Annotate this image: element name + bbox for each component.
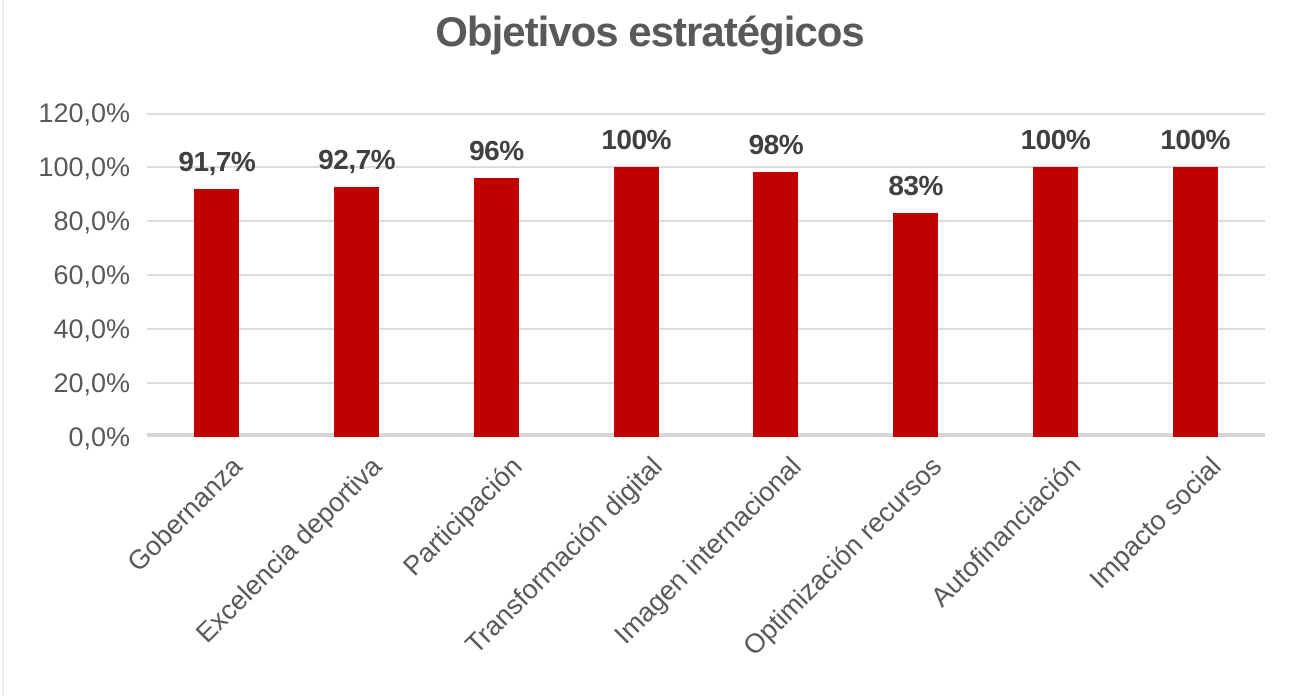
x-axis-line — [147, 433, 1265, 437]
y-axis-tick-label: 60,0% — [53, 260, 130, 290]
bar-value-label: 100% — [1020, 124, 1091, 155]
gridline — [147, 274, 1265, 276]
bar-value-label: 91,7% — [178, 146, 256, 178]
bar-value-label: 92,7% — [318, 143, 396, 175]
y-axis-tick-label: 20,0% — [53, 368, 130, 398]
gridline — [147, 328, 1265, 330]
bar — [1172, 167, 1218, 437]
bar — [893, 212, 939, 437]
gridline — [147, 113, 1265, 115]
y-axis-tick-label: 40,0% — [53, 314, 130, 344]
x-axis-label: Autofinanciación — [925, 451, 1087, 613]
bar — [753, 172, 799, 437]
bar-value-label: 100% — [1160, 124, 1230, 155]
bar-value-label: 100% — [601, 124, 671, 155]
y-axis-tick-label: 80,0% — [53, 206, 130, 236]
bar-value-label: 83% — [888, 169, 943, 201]
x-axis-label: Participación — [397, 451, 528, 582]
bar — [194, 189, 240, 437]
left-edge-line — [2, 0, 4, 696]
x-axis-label: Gobernanza — [121, 451, 249, 578]
x-axis-label: Impacto social — [1083, 451, 1227, 595]
bar — [334, 186, 380, 437]
bar — [473, 177, 519, 437]
gridline — [147, 220, 1265, 222]
chart-title: Objetivos estratégicos — [435, 8, 865, 55]
y-axis-tick-label: 0,0% — [68, 422, 130, 452]
plot-area: 91,7% 92,7% 96% 100% 98% 83% 100% 100% — [147, 113, 1265, 437]
bar — [613, 167, 659, 437]
gridline — [147, 166, 1265, 168]
y-axis-tick-label: 100,0% — [38, 152, 130, 182]
gridline — [147, 382, 1265, 384]
bar-value-label: 96% — [469, 134, 524, 166]
bar-value-label: 98% — [748, 129, 804, 161]
y-axis-tick-label: 120,0% — [38, 98, 130, 128]
bar — [1032, 167, 1078, 437]
